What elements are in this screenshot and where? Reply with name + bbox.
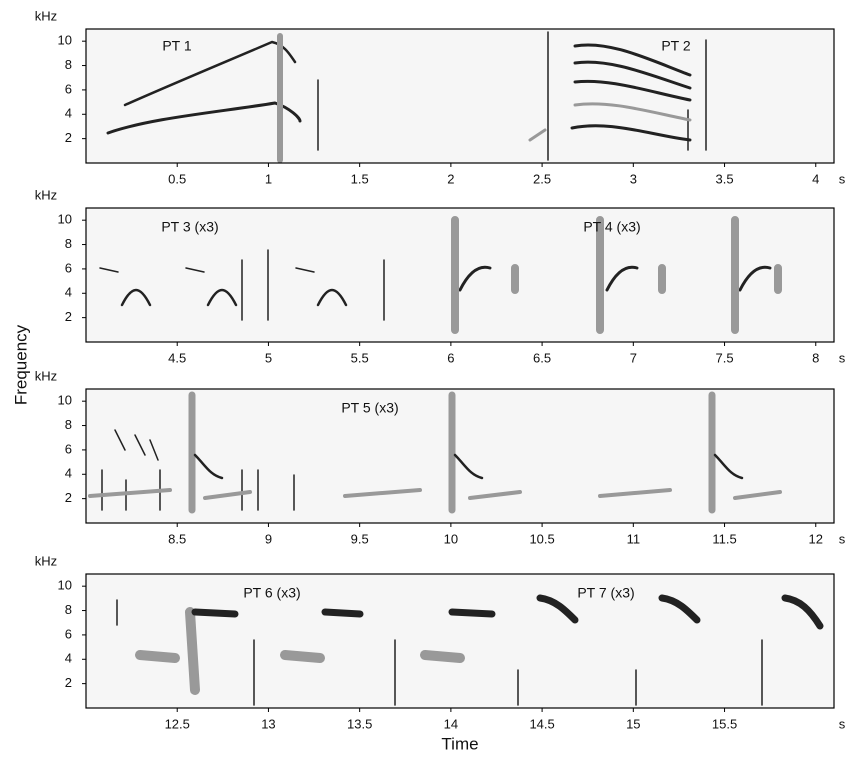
- plot-area: [86, 29, 834, 163]
- plot-area: [86, 574, 834, 708]
- x-tick-label: 2: [447, 171, 454, 186]
- annotation: PT 1: [162, 38, 192, 54]
- y-tick-label: 4: [65, 106, 72, 121]
- x-unit: s: [839, 171, 846, 186]
- x-tick-label: 14.5: [529, 716, 554, 731]
- plot-frame: [85, 573, 835, 709]
- annotation: PT 4 (x3): [583, 219, 640, 235]
- x-tick-label: 9: [265, 531, 272, 546]
- y-unit: kHz: [35, 368, 57, 383]
- x-tick-label: 4.5: [168, 350, 186, 365]
- y-unit: kHz: [35, 187, 57, 202]
- y-tick-label: 6: [65, 626, 72, 641]
- x-unit: s: [839, 531, 846, 546]
- plot-area: [86, 208, 834, 342]
- x-tick-label: 8: [812, 350, 819, 365]
- y-tick-label: 4: [65, 651, 72, 666]
- y-tick-label: 6: [65, 260, 72, 275]
- x-tick-label: 15.5: [712, 716, 737, 731]
- x-tick-label: 10.5: [529, 531, 554, 546]
- x-tick-label: 6.5: [533, 350, 551, 365]
- x-tick-label: 7: [630, 350, 637, 365]
- x-tick-label: 1.5: [351, 171, 369, 186]
- x-tick-label: 5.5: [351, 350, 369, 365]
- y-tick-label: 10: [58, 33, 72, 48]
- x-tick-label: 10: [444, 531, 458, 546]
- y-axis-label: Frequency: [11, 324, 30, 405]
- y-tick-label: 2: [65, 309, 72, 324]
- x-tick-label: 5: [265, 350, 272, 365]
- y-tick-label: 4: [65, 285, 72, 300]
- x-tick-label: 9.5: [351, 531, 369, 546]
- y-tick-label: 8: [65, 236, 72, 251]
- x-tick-label: 4: [812, 171, 819, 186]
- x-tick-label: 14: [444, 716, 458, 731]
- plot-area: [86, 389, 834, 523]
- x-tick-label: 11.5: [712, 531, 736, 546]
- annotation: PT 6 (x3): [243, 585, 300, 601]
- x-tick-label: 15: [626, 716, 640, 731]
- x-tick-label: 2.5: [533, 171, 551, 186]
- x-tick-label: 0.5: [168, 171, 186, 186]
- y-tick-label: 6: [65, 81, 72, 96]
- x-tick-label: 3.5: [715, 171, 733, 186]
- x-tick-label: 12: [809, 531, 823, 546]
- y-unit: kHz: [35, 8, 57, 23]
- y-tick-label: 10: [58, 212, 72, 227]
- spectrogram-texture: [88, 31, 824, 706]
- y-tick-label: 8: [65, 417, 72, 432]
- y-tick-label: 2: [65, 130, 72, 145]
- y-tick-label: 4: [65, 466, 72, 481]
- plot-frame: [85, 28, 835, 164]
- annotation: PT 3 (x3): [161, 219, 218, 235]
- x-tick-label: 7.5: [715, 350, 733, 365]
- x-tick-label: 13.5: [347, 716, 372, 731]
- annotation: PT 5 (x3): [341, 400, 398, 416]
- y-tick-label: 6: [65, 441, 72, 456]
- x-unit: s: [839, 716, 846, 731]
- x-tick-label: 3: [630, 171, 637, 186]
- plot-frame: [85, 388, 835, 524]
- x-tick-label: 13: [261, 716, 275, 731]
- y-tick-label: 10: [58, 578, 72, 593]
- y-unit: kHz: [35, 553, 57, 568]
- annotation: PT 2: [661, 38, 691, 54]
- plot-frame: [85, 207, 835, 343]
- x-unit: s: [839, 350, 846, 365]
- y-tick-label: 10: [58, 393, 72, 408]
- y-tick-label: 2: [65, 675, 72, 690]
- x-tick-label: 11: [627, 531, 641, 546]
- x-tick-label: 1: [265, 171, 272, 186]
- y-tick-label: 8: [65, 57, 72, 72]
- x-axis-label: Time: [441, 734, 478, 753]
- annotation: PT 7 (x3): [577, 585, 634, 601]
- x-tick-label: 12.5: [165, 716, 190, 731]
- x-tick-label: 8.5: [168, 531, 186, 546]
- x-tick-label: 6: [447, 350, 454, 365]
- y-tick-label: 2: [65, 490, 72, 505]
- y-tick-label: 8: [65, 602, 72, 617]
